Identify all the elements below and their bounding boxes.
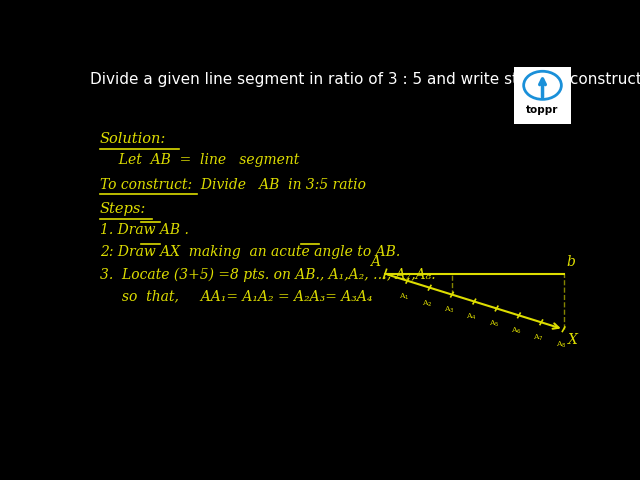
Text: A$_{1}$: A$_{1}$	[399, 291, 410, 301]
Text: A$_{6}$: A$_{6}$	[511, 326, 522, 336]
Text: b: b	[566, 255, 575, 269]
Text: A$_{3}$: A$_{3}$	[444, 305, 454, 315]
Text: A$_{5}$: A$_{5}$	[489, 319, 499, 329]
Text: A$_{2}$: A$_{2}$	[422, 298, 432, 309]
Text: A$_{7}$: A$_{7}$	[533, 333, 544, 343]
Text: Solution:: Solution:	[100, 132, 166, 145]
Text: A: A	[370, 255, 380, 269]
Text: 1. Draw AB .: 1. Draw AB .	[100, 223, 189, 237]
Text: A$_{8}$: A$_{8}$	[556, 340, 566, 350]
Text: 2: Draw AX  making  an acute angle to AB.: 2: Draw AX making an acute angle to AB.	[100, 245, 400, 259]
Text: X: X	[568, 333, 577, 347]
Text: toppr: toppr	[526, 105, 559, 115]
Text: Divide a given line segment in ratio of 3 : 5 and write steps of construction.: Divide a given line segment in ratio of …	[90, 72, 640, 87]
Text: Let  AB  =  line   segment: Let AB = line segment	[110, 153, 299, 167]
Text: To construct:  Divide   AB  in 3:5 ratio: To construct: Divide AB in 3:5 ratio	[100, 178, 366, 192]
Text: Steps:: Steps:	[100, 202, 146, 216]
Text: A$_{4}$: A$_{4}$	[467, 312, 477, 323]
FancyBboxPatch shape	[514, 67, 571, 124]
Text: so  that,     AA₁= A₁A₂ = A₂A₃= A₃A₄: so that, AA₁= A₁A₂ = A₂A₃= A₃A₄	[100, 290, 372, 304]
Text: 3.  Locate (3+5) =8 pts. on AB., A₁,A₂, …, A₇,A₈.: 3. Locate (3+5) =8 pts. on AB., A₁,A₂, ……	[100, 267, 435, 282]
